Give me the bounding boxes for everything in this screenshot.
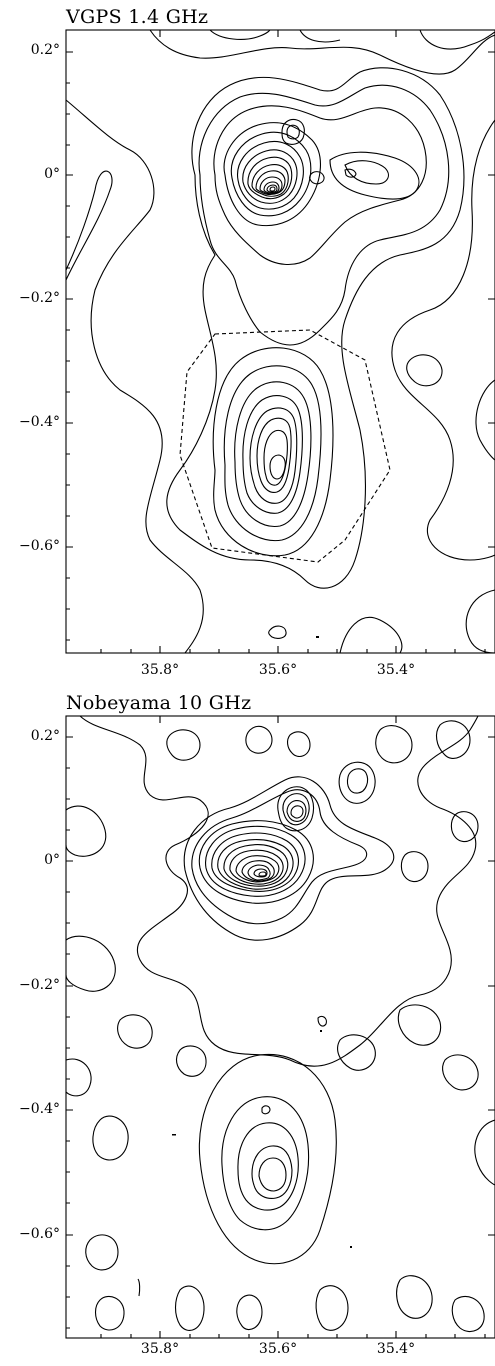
y-tick-label: −0.6°: [19, 1226, 60, 1242]
contour-line: [79, 715, 479, 1067]
contour-line: [209, 29, 271, 40]
contour-line: [65, 170, 113, 281]
contour-line: [286, 800, 307, 822]
contour-line: [442, 1054, 479, 1091]
contour-line: [450, 811, 479, 843]
contour-line: [465, 589, 495, 654]
dashed-region: [179, 329, 391, 563]
contour-line: [475, 379, 495, 461]
contour-line: [261, 1105, 271, 1115]
contour-line: [286, 124, 300, 140]
contour-line: [65, 805, 107, 857]
contour-line: [94, 1296, 125, 1331]
contour-line: [406, 354, 443, 387]
contour-line: [85, 1234, 119, 1271]
contour-line: [149, 29, 495, 75]
contour-line: [65, 1058, 92, 1097]
y-tick-label: 0.2°: [30, 728, 60, 744]
core-peak-contours: [198, 820, 314, 904]
y-ticks: [66, 51, 495, 641]
plot-frame: [65, 715, 495, 1339]
contour-line: [329, 151, 420, 200]
x-tick-label: 35.4°: [376, 1341, 416, 1357]
contour-line: [213, 105, 427, 265]
contour-line: [183, 776, 395, 941]
contour-line: [375, 725, 413, 764]
contour-line: [290, 805, 304, 819]
contour-line: [396, 1275, 433, 1319]
contour-line: [277, 786, 315, 832]
y-tick-label: 0°: [44, 166, 60, 182]
y-ticks: [66, 736, 495, 1329]
x-tick-label: 35.8°: [140, 1341, 180, 1357]
contour-line: [315, 1285, 349, 1331]
x-tick-label: 35.4°: [376, 662, 416, 678]
contour-line: [268, 625, 287, 639]
contour-line: [281, 118, 305, 145]
nobeyama-contour-map: [65, 715, 495, 1339]
y-tick-label: −0.6°: [19, 538, 60, 554]
x-ticks: [100, 30, 486, 653]
y-tick-label: 0°: [44, 852, 60, 868]
contour-line: [338, 761, 376, 804]
contour-line: [198, 84, 450, 346]
contour-line: [346, 768, 369, 794]
contour-line: [65, 99, 204, 654]
contour-line: [174, 1285, 205, 1331]
panel-title: VGPS 1.4 GHz: [66, 6, 209, 28]
y-tick-label: −0.4°: [19, 414, 60, 430]
contour-line: [317, 1015, 327, 1027]
y-tick-label: −0.4°: [19, 1101, 60, 1117]
contour-line: [474, 1119, 495, 1186]
contour-line: [344, 168, 357, 178]
y-tick-label: −0.2°: [19, 290, 60, 306]
x-ticks: [100, 716, 486, 1338]
contour-line: [245, 725, 273, 754]
x-tick-label: 35.6°: [258, 1341, 298, 1357]
contour-line: [344, 160, 389, 185]
contour-line: [397, 1004, 442, 1046]
y-tick-label: 0.2°: [30, 42, 60, 58]
contour-line: [451, 1296, 485, 1332]
contour-line: [137, 1278, 141, 1297]
lower-source-contours: [212, 347, 334, 557]
contour-line: [299, 29, 341, 43]
contour-line: [175, 1045, 207, 1077]
panel-title: Nobeyama 10 GHz: [66, 692, 252, 714]
contour-line: [419, 29, 495, 50]
y-tick-label: −0.2°: [19, 977, 60, 993]
x-tick-label: 35.6°: [258, 662, 298, 678]
vgps-contour-map: [65, 29, 495, 654]
x-tick-label: 35.8°: [140, 662, 180, 678]
contour-line: [339, 616, 403, 654]
contour-line: [166, 729, 201, 761]
lower-source-contours: [198, 1053, 337, 1265]
contour-line: [92, 1115, 129, 1161]
contour-line: [117, 1014, 153, 1049]
contour-line: [309, 171, 325, 185]
contour-line: [65, 935, 116, 992]
plot-frame: [65, 29, 495, 654]
contour-line: [391, 119, 495, 561]
contour-line: [435, 720, 471, 759]
contour-line: [191, 789, 368, 925]
contour-line: [287, 731, 311, 757]
core-peak-contours: [223, 122, 322, 227]
contour-line: [236, 1294, 263, 1330]
contour-line: [166, 67, 465, 589]
contour-line: [282, 793, 310, 826]
contour-line: [337, 1034, 376, 1071]
contour-line: [400, 851, 429, 883]
